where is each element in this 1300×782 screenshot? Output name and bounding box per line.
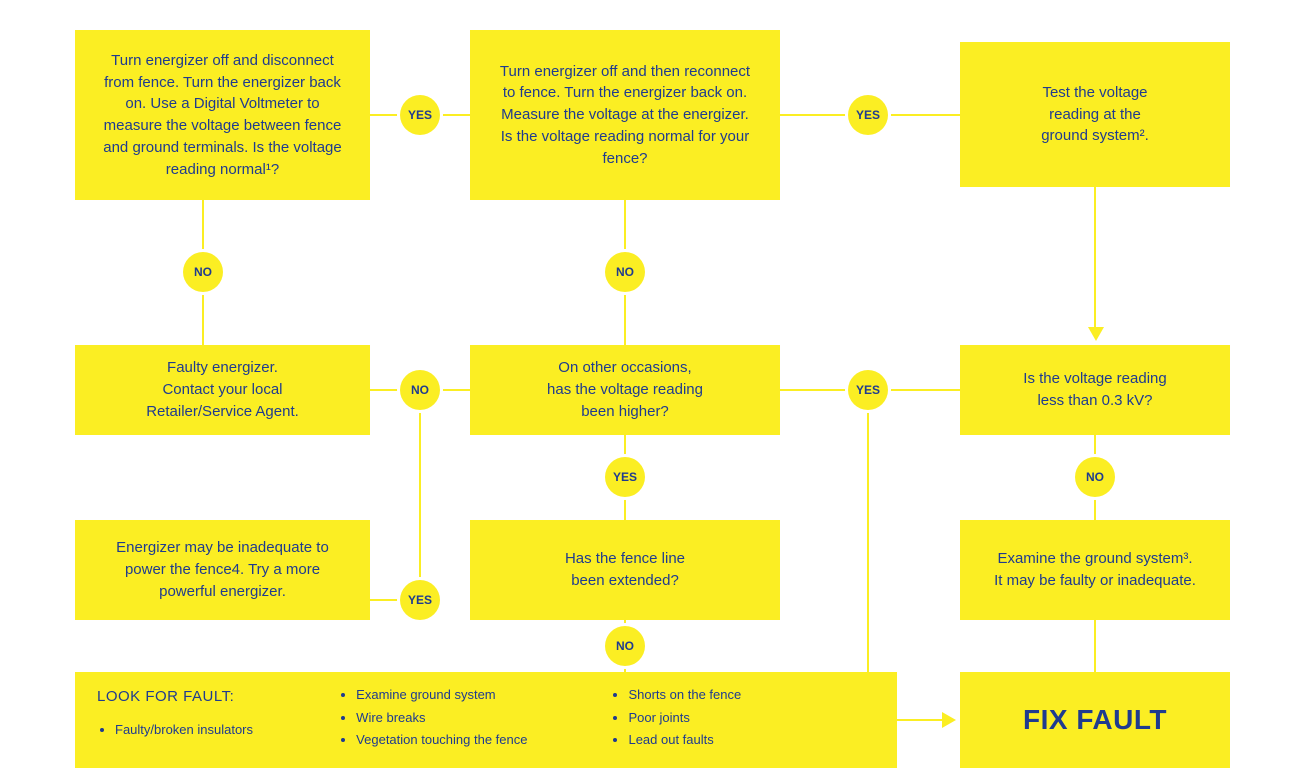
faults-col-b: Examine ground system Wire breaks Vegetati… (338, 686, 610, 755)
decision-c10: NO (1075, 457, 1115, 497)
faults-item: Vegetation touching the fence (356, 731, 610, 750)
connector-12 (1094, 187, 1096, 327)
node-n3: Energizer may be inadequate to power the… (75, 520, 370, 620)
decision-c2: NO (183, 252, 223, 292)
decision-c7: YES (400, 580, 440, 620)
faults-item: Lead out faults (628, 731, 875, 750)
arrowhead-0 (942, 712, 956, 728)
decision-c5: NO (400, 370, 440, 410)
faults-item: Shorts on the fence (628, 686, 875, 705)
faults-col-a: LOOK FOR FAULT: Faulty/broken insulators (97, 686, 338, 745)
decision-c3: YES (848, 95, 888, 135)
connector-15 (897, 719, 942, 721)
node-n8: Is the voltage reading less than 0.3 kV? (960, 345, 1230, 435)
decision-c1: YES (400, 95, 440, 135)
faults-item: Poor joints (628, 709, 875, 728)
node-n2: Faulty energizer. Contact your local Ret… (75, 345, 370, 435)
flowchart-canvas: Turn energizer off and disconnect from f… (0, 0, 1300, 782)
decision-c9: YES (848, 370, 888, 410)
node-n7: Test the voltage reading at the ground s… (960, 42, 1230, 187)
node-n10: LOOK FOR FAULT:Faulty/broken insulatorsE… (75, 672, 897, 768)
faults-item: Faulty/broken insulators (115, 721, 338, 740)
node-n1: Turn energizer off and disconnect from f… (75, 30, 370, 200)
faults-item: Examine ground system (356, 686, 610, 705)
node-n4: Turn energizer off and then reconnect to… (470, 30, 780, 200)
node-n11: FIX FAULT (960, 672, 1230, 768)
faults-header: LOOK FOR FAULT: (97, 686, 338, 708)
connector-14 (1094, 620, 1096, 672)
connector-10 (867, 389, 869, 720)
node-n9: Examine the ground system³. It may be fa… (960, 520, 1230, 620)
faults-list-b: Examine ground system Wire breaks Vegetati… (338, 686, 610, 751)
decision-c4: NO (605, 252, 645, 292)
faults-list-c: Shorts on the fence Poor joints Lead out f… (610, 686, 875, 751)
decision-c6: YES (605, 457, 645, 497)
node-n5: On other occasions, has the voltage read… (470, 345, 780, 435)
faults-item: Wire breaks (356, 709, 610, 728)
decision-c8: NO (605, 626, 645, 666)
faults-col-c: Shorts on the fence Poor joints Lead out f… (610, 686, 875, 755)
faults-row: LOOK FOR FAULT:Faulty/broken insulatorsE… (97, 686, 875, 755)
arrowhead-1 (1088, 327, 1104, 341)
node-n6: Has the fence line been extended? (470, 520, 780, 620)
faults-list-a: Faulty/broken insulators (97, 721, 338, 740)
